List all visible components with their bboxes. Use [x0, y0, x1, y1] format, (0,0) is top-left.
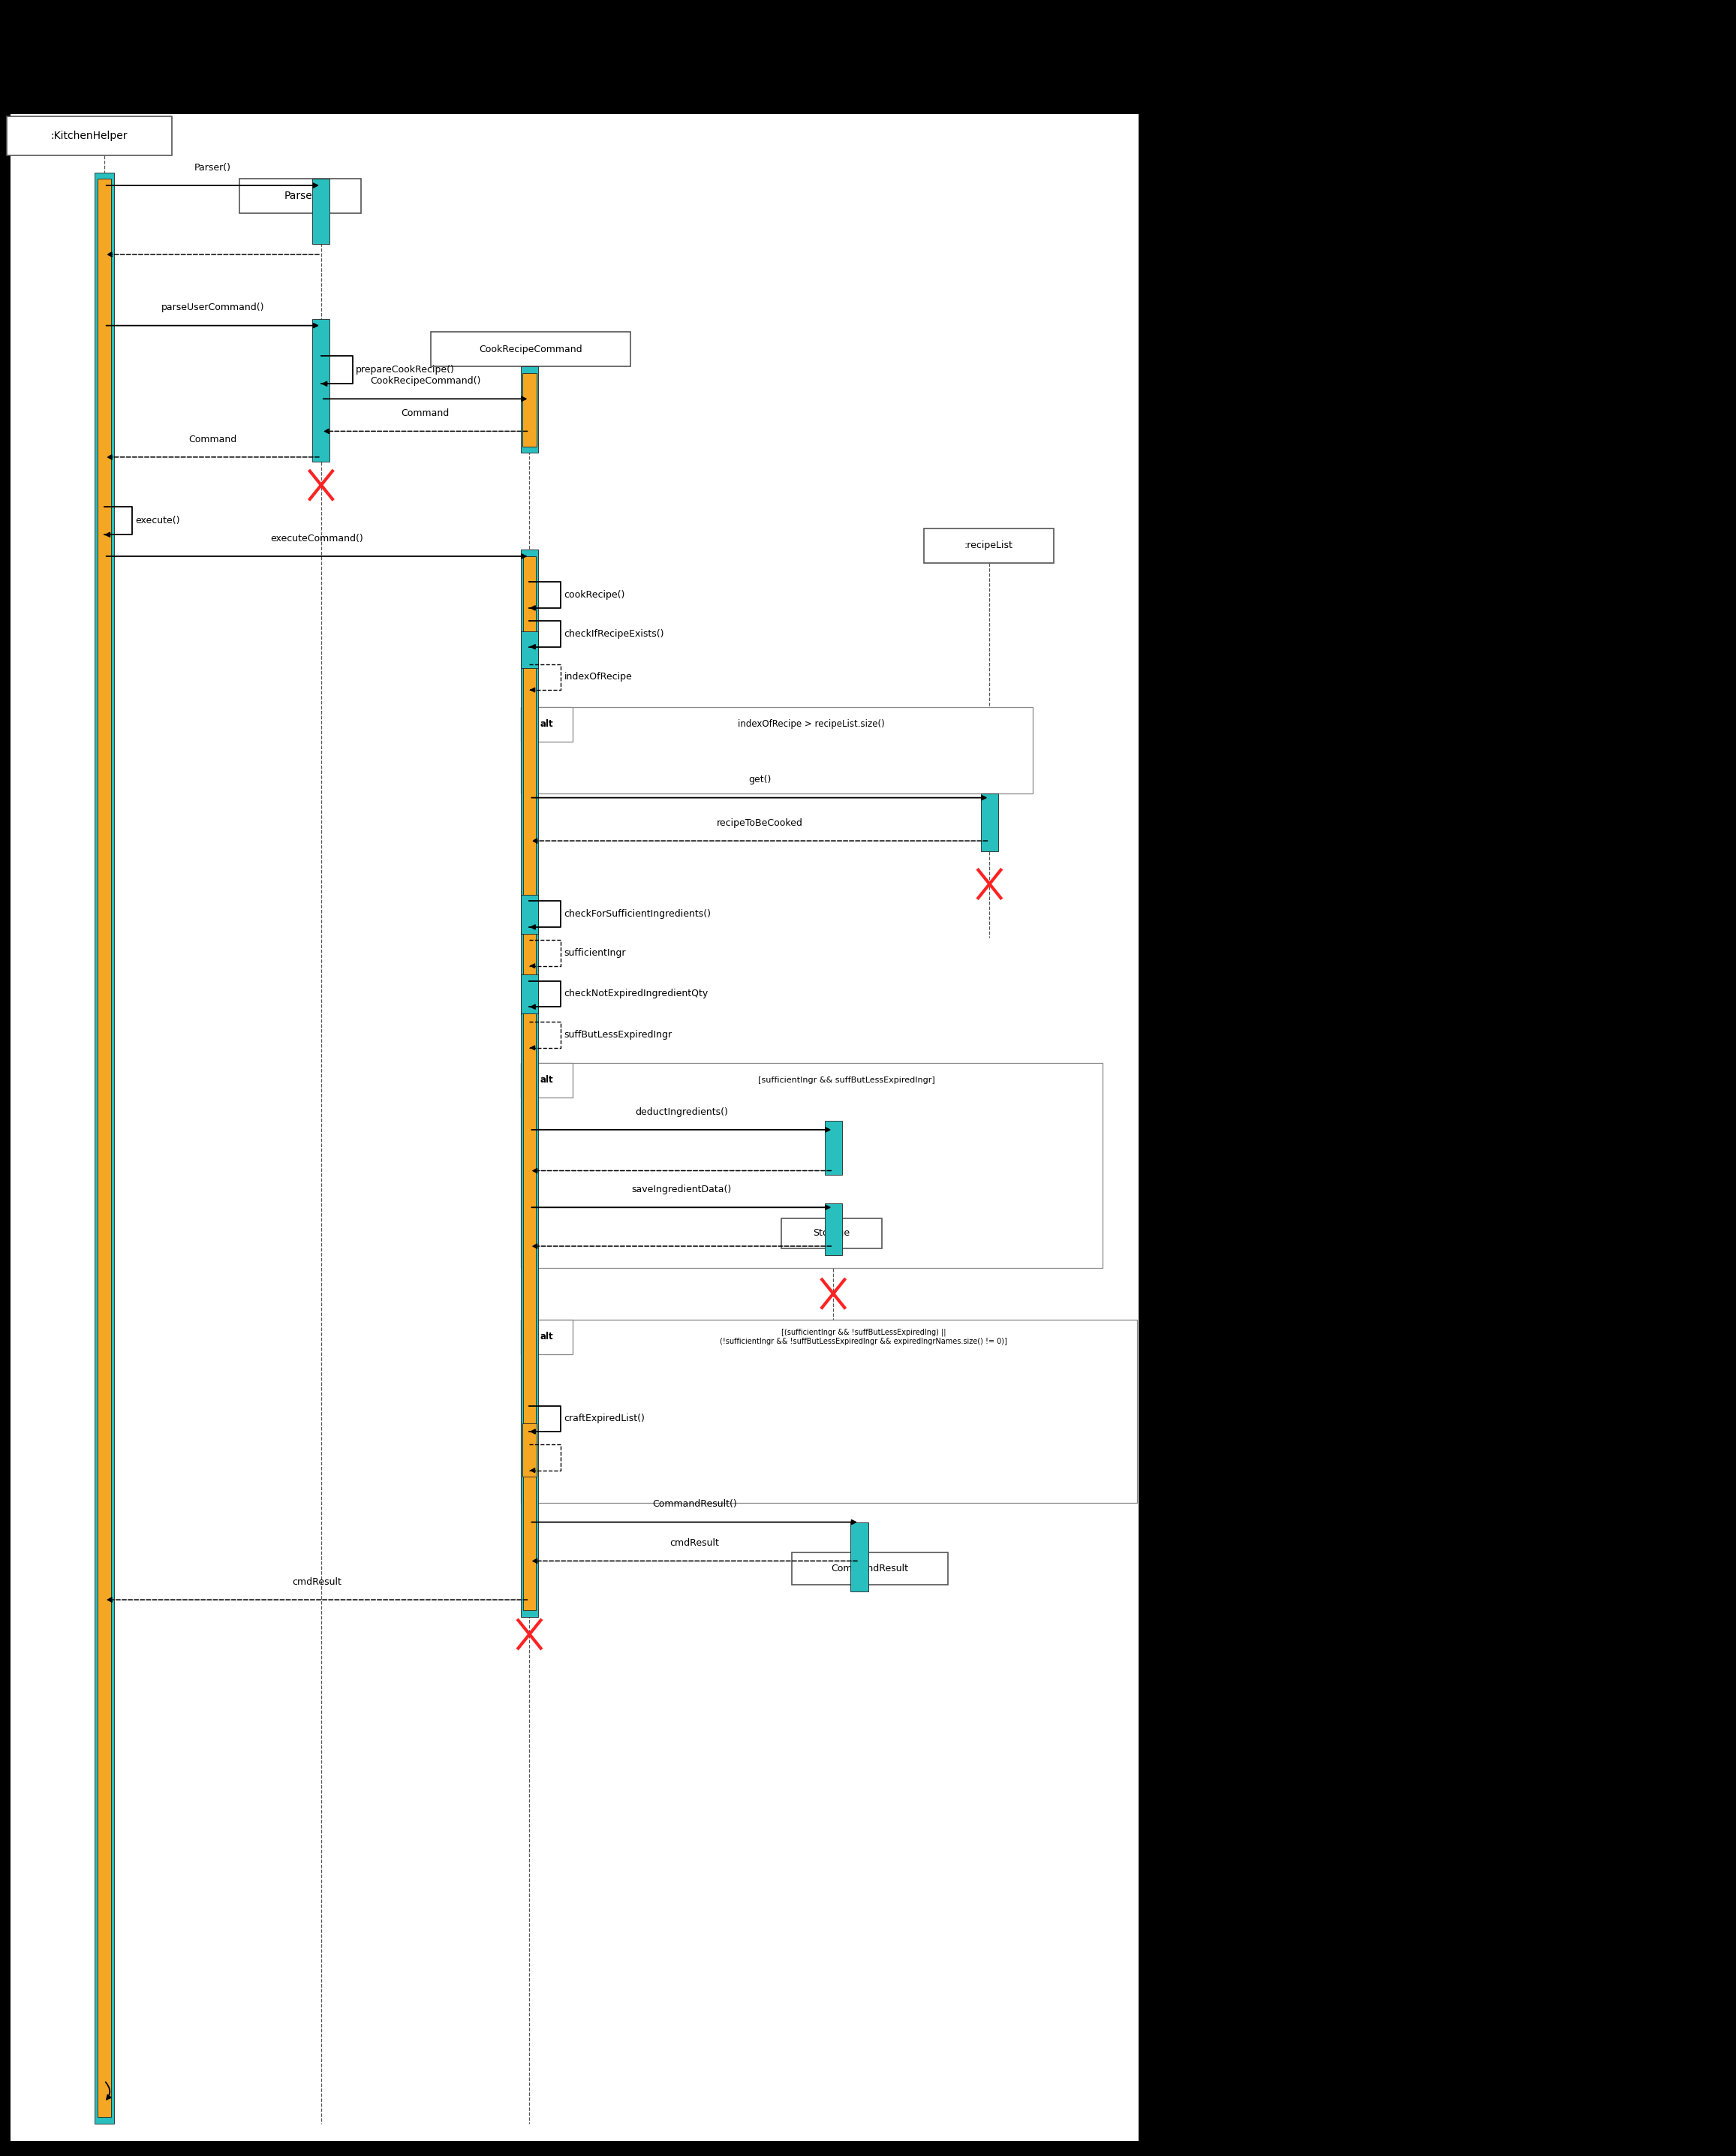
Text: Parser(): Parser() [194, 162, 231, 172]
Text: prepareCookRecipe(): prepareCookRecipe() [356, 364, 455, 375]
Bar [521, 367, 538, 453]
Bar [521, 895, 538, 934]
Text: CommandResult(): CommandResult() [653, 1498, 736, 1509]
Text: [(sufficientIngr && !suffButLessExpiredIng) ||
(!sufficientIngr && !suffButLessE: [(sufficientIngr && !suffButLessExpiredI… [720, 1328, 1007, 1345]
Text: Storage: Storage [812, 1229, 851, 1238]
Text: cmdResult: cmdResult [292, 1576, 342, 1587]
Text: indexOfRecipe: indexOfRecipe [564, 673, 632, 681]
Bar [825, 1121, 842, 1175]
Text: :KitchenHelper: :KitchenHelper [50, 132, 128, 140]
Bar [523, 1423, 536, 1477]
Text: checkIfRecipeExists(): checkIfRecipeExists() [564, 630, 665, 638]
Text: CookRecipeCommand: CookRecipeCommand [479, 345, 582, 354]
Bar [94, 172, 113, 2124]
Bar [521, 550, 538, 1617]
Text: :recipeList: :recipeList [963, 541, 1014, 550]
Text: deductIngredients(): deductIngredients() [635, 1106, 727, 1117]
Bar [7, 116, 172, 155]
Bar [521, 707, 1033, 793]
Text: Command: Command [189, 433, 236, 444]
Text: get(): get() [748, 774, 771, 785]
Bar [523, 373, 536, 446]
Bar [981, 793, 998, 852]
Bar [521, 975, 538, 1013]
Text: CookRecipeCommand(): CookRecipeCommand() [370, 375, 481, 386]
Text: cookRecipe(): cookRecipe() [564, 591, 625, 599]
Text: executeCommand(): executeCommand() [271, 533, 363, 543]
Bar [521, 1319, 573, 1354]
Bar [312, 319, 330, 461]
Text: suffButLessExpiredIngr: suffButLessExpiredIngr [564, 1031, 672, 1039]
Text: alt: alt [540, 720, 554, 729]
Bar [521, 632, 538, 668]
Bar [781, 1218, 882, 1248]
Bar [521, 1063, 1102, 1268]
Bar [97, 179, 111, 2117]
Text: craftExpiredList(): craftExpiredList() [564, 1414, 646, 1423]
Text: sufficientIngr: sufficientIngr [564, 949, 627, 957]
Text: CommandResult: CommandResult [832, 1563, 908, 1574]
Text: indexOfRecipe > recipeList.size(): indexOfRecipe > recipeList.size() [738, 720, 885, 729]
Text: checkForSufficientIngredients(): checkForSufficientIngredients() [564, 910, 712, 918]
Bar [312, 179, 330, 244]
Bar [521, 1319, 1137, 1503]
Text: saveIngredientData(): saveIngredientData() [632, 1184, 731, 1194]
Bar [924, 528, 1054, 563]
Text: alt: alt [540, 1076, 554, 1084]
Text: checkNotExpiredIngredientQty: checkNotExpiredIngredientQty [564, 990, 708, 998]
Bar [825, 1203, 842, 1255]
Bar [521, 1063, 573, 1097]
Text: parseUserCommand(): parseUserCommand() [161, 302, 264, 313]
Text: [sufficientIngr && suffButLessExpiredIngr]: [sufficientIngr && suffButLessExpiredIng… [759, 1076, 934, 1084]
Bar [792, 1552, 948, 1585]
Text: alt: alt [540, 1332, 554, 1341]
Text: recipeToBeCooked: recipeToBeCooked [717, 817, 802, 828]
Bar [851, 1522, 868, 1591]
Text: Parser: Parser [285, 192, 316, 201]
Bar [431, 332, 630, 367]
Text: Command: Command [401, 407, 450, 418]
Text: execute(): execute() [135, 515, 181, 526]
Bar [521, 707, 573, 742]
Bar [240, 179, 361, 213]
Bar [10, 114, 1139, 2141]
Bar [524, 556, 535, 1611]
Text: cmdResult: cmdResult [670, 1537, 719, 1548]
